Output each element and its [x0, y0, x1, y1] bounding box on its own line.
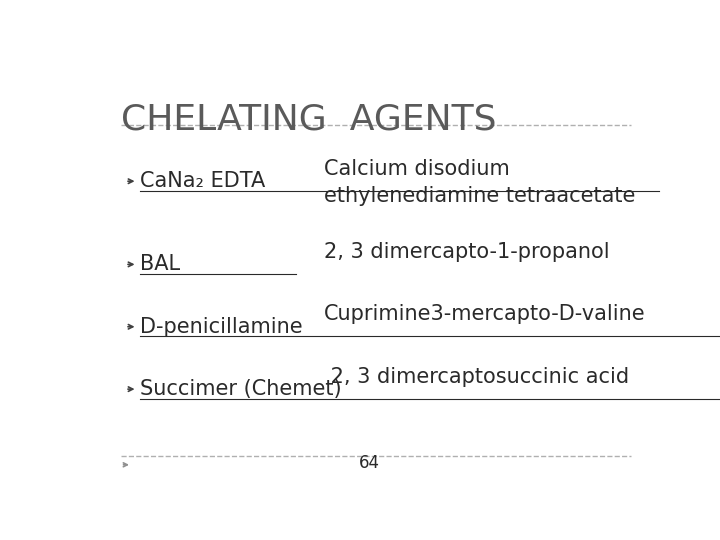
Text: D-penicillamine: D-penicillamine	[140, 317, 303, 337]
Text: 2, 3 dimercapto-1-propanol: 2, 3 dimercapto-1-propanol	[324, 242, 610, 262]
Text: BAL: BAL	[140, 254, 180, 274]
Text: Succimer (Chemet): Succimer (Chemet)	[140, 379, 342, 399]
Text: CaNa₂ EDTA: CaNa₂ EDTA	[140, 171, 266, 191]
Text: 64: 64	[359, 454, 379, 472]
Text: Cuprimine3-mercapto-D-valine: Cuprimine3-mercapto-D-valine	[324, 304, 646, 325]
Text: ethylenediamine tetraacetate: ethylenediamine tetraacetate	[324, 186, 636, 206]
Text: 2, 3 dimercaptosuccinic acid: 2, 3 dimercaptosuccinic acid	[324, 367, 629, 387]
Text: CHELATING  AGENTS: CHELATING AGENTS	[121, 102, 496, 136]
Text: Calcium disodium: Calcium disodium	[324, 159, 510, 179]
